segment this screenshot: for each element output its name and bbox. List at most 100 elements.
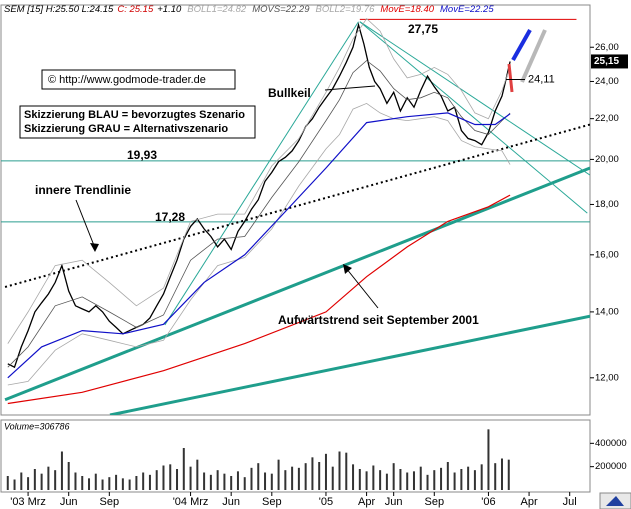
volume-bar [216,470,219,490]
volume-bar [142,472,145,490]
x-tick-label: Jun [385,496,403,508]
volume-bar [433,470,436,490]
volume-bar [507,459,510,490]
volume-bar [243,477,246,490]
bullkeil-label: Bullkeil [268,86,311,100]
volume-bar [182,448,185,490]
volume-bar [121,478,124,490]
volume-bar [148,474,151,490]
volume-bar [128,479,131,490]
legend-entry: BOLL1=24.82 [187,4,247,15]
trend-line [4,166,590,402]
series-line [7,60,511,368]
volume-bar [331,466,334,490]
volume-bar [419,466,422,490]
volume-bar [94,473,97,490]
volume-bar [318,462,321,490]
x-tick-label: Sep [100,496,120,508]
price-plot [1,17,590,415]
volume-bar [338,451,341,490]
volume-bar [135,476,138,490]
volume-bar [81,476,84,490]
volume-bar [324,453,327,490]
trend-line [164,21,359,326]
overlay: SEM [15] H:25.50 L:24.15 C: 25.15 +1.10 BOL… [4,4,631,509]
x-tick-label: Jun [222,496,240,508]
volume-bar [365,471,368,490]
series-line [7,102,511,386]
volume-bar [412,471,415,490]
series-line [7,22,511,369]
volume-bar [60,451,63,490]
price-marker-label: 25,15 [594,56,619,67]
volume-bar [47,466,50,490]
legend-entry: MovE=22.25 [440,4,494,15]
y-tick-label: 22,00 [595,113,619,124]
x-tick-label: '05 [319,496,333,508]
x-tick-label: Apr [521,496,538,508]
volume-bar [67,462,70,490]
volume-bar [155,470,158,490]
volume-bar [352,464,355,490]
y-tick-label: 20,00 [595,154,619,165]
volume-bar [304,463,307,490]
volume-bar [440,467,443,490]
y-tick-label: 26,00 [595,42,619,53]
volume-bar [176,469,179,490]
inner-trend-arrow [75,199,96,249]
volume-bar [88,478,91,490]
scenario-box [19,105,256,139]
y-tick-label: 16,00 [595,249,619,260]
trend-line [109,314,590,415]
scenario-red-stroke [507,63,514,93]
scenario-gray-stroke [520,29,547,83]
y-tick-label: 24,00 [595,76,619,87]
volume-bar [453,472,456,490]
x-tick-label: Sep [424,496,444,508]
volume-bar [196,459,199,490]
volume-bar [284,470,287,490]
x-tick-label: '04 Mrz [173,496,209,508]
volume-bar [372,465,375,490]
volume-bar [250,467,253,490]
volume-bar [277,459,280,490]
volume-bar [223,473,226,490]
header-item: C: 25.15 [117,4,154,15]
y-tick-label: 12,00 [595,372,619,383]
header-item: +1.10 [157,4,182,15]
price-marker [591,54,628,69]
series-line [7,17,511,344]
volume-bar [473,470,476,490]
x-tick-label: '03 Mrz [10,496,46,508]
volume-bar [385,473,388,490]
volume-bar [6,476,9,490]
icon [606,496,624,506]
volume-bar [379,470,382,490]
y-tick-label: 200000 [595,461,627,472]
arrow-head [90,243,99,252]
trend-line [359,21,590,176]
volume-bar [291,466,294,490]
volume-bar [392,463,395,490]
volume-bar [209,474,212,490]
volume-bar [500,458,503,490]
volume-bar [446,462,449,490]
volume-bar [487,429,490,490]
uptrend-label: Aufwärtstrend seit September 2001 [278,313,479,327]
legend-entry: BOLL2=19.76 [316,4,376,15]
series-line [7,112,511,379]
volume-bar [467,466,470,490]
y-tick-label: 18,00 [595,199,619,210]
volume-bar [236,471,239,490]
y-tick-label: 14,00 [595,306,619,317]
volume-bar [108,477,111,490]
x-tick-label: Sep [262,496,282,508]
series-line [7,194,511,405]
bullkeil-pointer [324,85,376,91]
arrow-head [343,264,352,274]
inner-trend-label: innere Trendlinie [35,183,131,197]
hline-label: 27,75 [408,22,438,36]
legend-entry: MOVS=22.29 [252,4,310,15]
volume-bar [270,473,273,490]
